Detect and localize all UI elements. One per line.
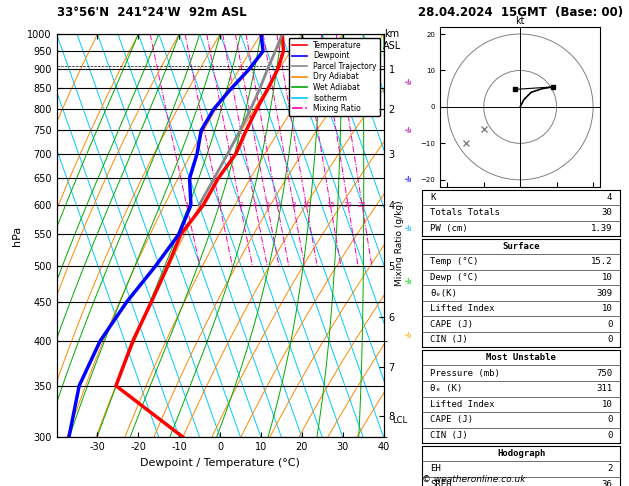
Text: 10: 10 bbox=[302, 202, 311, 208]
Text: Pressure (mb): Pressure (mb) bbox=[430, 369, 500, 378]
Text: CAPE (J): CAPE (J) bbox=[430, 416, 473, 424]
Text: 1.39: 1.39 bbox=[591, 224, 612, 233]
Text: 15.2: 15.2 bbox=[591, 258, 612, 266]
Text: 5: 5 bbox=[265, 202, 269, 208]
Legend: Temperature, Dewpoint, Parcel Trajectory, Dry Adiabat, Wet Adiabat, Isotherm, Mi: Temperature, Dewpoint, Parcel Trajectory… bbox=[289, 38, 380, 116]
Text: 28.04.2024  15GMT  (Base: 00): 28.04.2024 15GMT (Base: 00) bbox=[418, 6, 623, 19]
Text: K: K bbox=[430, 193, 435, 202]
Text: 0: 0 bbox=[607, 416, 612, 424]
Text: 25: 25 bbox=[358, 202, 367, 208]
Text: Dewp (°C): Dewp (°C) bbox=[430, 273, 479, 282]
Text: 1: 1 bbox=[184, 202, 189, 208]
Text: 10: 10 bbox=[601, 273, 612, 282]
Text: θₑ (K): θₑ (K) bbox=[430, 384, 462, 393]
Text: »: » bbox=[400, 173, 415, 187]
Text: 10: 10 bbox=[601, 400, 612, 409]
Text: 3: 3 bbox=[238, 202, 242, 208]
Text: 311: 311 bbox=[596, 384, 612, 393]
Text: Temp (°C): Temp (°C) bbox=[430, 258, 479, 266]
Text: »: » bbox=[400, 221, 415, 236]
Text: 30: 30 bbox=[601, 208, 612, 217]
Text: 0: 0 bbox=[607, 320, 612, 329]
Text: 20: 20 bbox=[343, 202, 352, 208]
Text: »: » bbox=[400, 328, 415, 343]
Text: 0: 0 bbox=[607, 335, 612, 344]
Text: CAPE (J): CAPE (J) bbox=[430, 320, 473, 329]
Text: 2: 2 bbox=[607, 465, 612, 473]
Text: Totals Totals: Totals Totals bbox=[430, 208, 500, 217]
Text: km
ASL: km ASL bbox=[382, 29, 401, 51]
X-axis label: Dewpoint / Temperature (°C): Dewpoint / Temperature (°C) bbox=[140, 458, 300, 468]
Text: 4: 4 bbox=[607, 193, 612, 202]
Text: »: » bbox=[400, 275, 415, 289]
Text: 8: 8 bbox=[291, 202, 296, 208]
Text: SREH: SREH bbox=[430, 480, 452, 486]
Text: 36: 36 bbox=[601, 480, 612, 486]
Text: Hodograph: Hodograph bbox=[497, 449, 545, 458]
Text: Lifted Index: Lifted Index bbox=[430, 304, 494, 313]
Text: 6: 6 bbox=[275, 202, 279, 208]
Text: 15: 15 bbox=[326, 202, 335, 208]
Text: Most Unstable: Most Unstable bbox=[486, 353, 556, 362]
Text: Surface: Surface bbox=[503, 242, 540, 251]
Text: CIN (J): CIN (J) bbox=[430, 335, 467, 344]
Text: PW (cm): PW (cm) bbox=[430, 224, 467, 233]
Text: LCL: LCL bbox=[392, 416, 408, 425]
Text: »: » bbox=[400, 75, 415, 90]
Text: 10: 10 bbox=[601, 304, 612, 313]
Text: θₑ(K): θₑ(K) bbox=[430, 289, 457, 297]
Text: 2: 2 bbox=[218, 202, 222, 208]
Text: © weatheronline.co.uk: © weatheronline.co.uk bbox=[422, 474, 526, 484]
Title: kt: kt bbox=[515, 16, 525, 26]
Text: EH: EH bbox=[430, 465, 441, 473]
Text: 0: 0 bbox=[607, 431, 612, 440]
Text: Lifted Index: Lifted Index bbox=[430, 400, 494, 409]
Text: 33°56'N  241°24'W  92m ASL: 33°56'N 241°24'W 92m ASL bbox=[57, 6, 246, 19]
Text: 309: 309 bbox=[596, 289, 612, 297]
Y-axis label: hPa: hPa bbox=[12, 226, 21, 246]
Text: Mixing Ratio (g/kg): Mixing Ratio (g/kg) bbox=[395, 200, 404, 286]
Text: »: » bbox=[400, 124, 415, 139]
Text: CIN (J): CIN (J) bbox=[430, 431, 467, 440]
Text: 4: 4 bbox=[253, 202, 257, 208]
Text: 750: 750 bbox=[596, 369, 612, 378]
